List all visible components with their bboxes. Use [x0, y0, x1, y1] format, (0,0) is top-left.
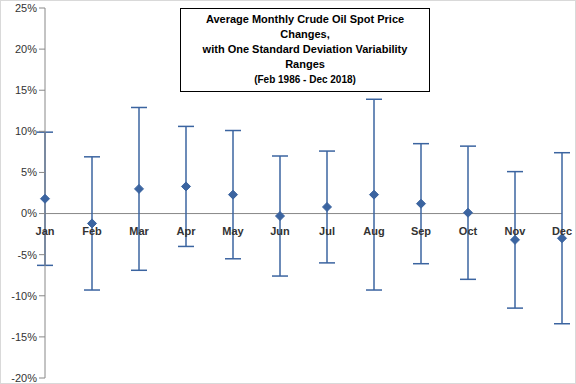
svg-text:Nov: Nov [505, 225, 527, 237]
html-text:(Feb 1986 - Dec 2018): (Feb 1986 - Dec 2018) [254, 74, 356, 85]
svg-text:20%: 20% [15, 43, 37, 55]
svg-text:0%: 0% [21, 207, 37, 219]
svg-text:5%: 5% [21, 166, 37, 178]
svg-text:Dec: Dec [552, 225, 568, 237]
svg-text:-10%: -10% [11, 290, 37, 302]
html-text:Average Monthly Crude Oil Spot: Average Monthly Crude Oil Spot Price Cha… [205, 13, 405, 40]
svg-text:Apr: Apr [177, 225, 197, 237]
svg-text:25%: 25% [15, 2, 37, 14]
svg-text:-15%: -15% [11, 331, 37, 343]
svg-text:10%: 10% [15, 125, 37, 137]
svg-text:Jul: Jul [319, 225, 335, 237]
svg-text:-5%: -5% [17, 249, 37, 261]
svg-text:-20%: -20% [11, 372, 37, 384]
svg-text:Oct: Oct [459, 225, 478, 237]
svg-text:15%: 15% [15, 84, 37, 96]
svg-text:Sep: Sep [411, 225, 431, 237]
svg-text:Mar: Mar [129, 225, 149, 237]
html-text:with One Standard Deviation Va: with One Standard Deviation Variability … [202, 43, 408, 70]
svg-text:Jun: Jun [270, 225, 290, 237]
svg-text:May: May [222, 225, 244, 237]
svg-text:Feb: Feb [82, 225, 102, 237]
svg-text:Jan: Jan [36, 225, 55, 237]
svg-text:Aug: Aug [363, 225, 384, 237]
